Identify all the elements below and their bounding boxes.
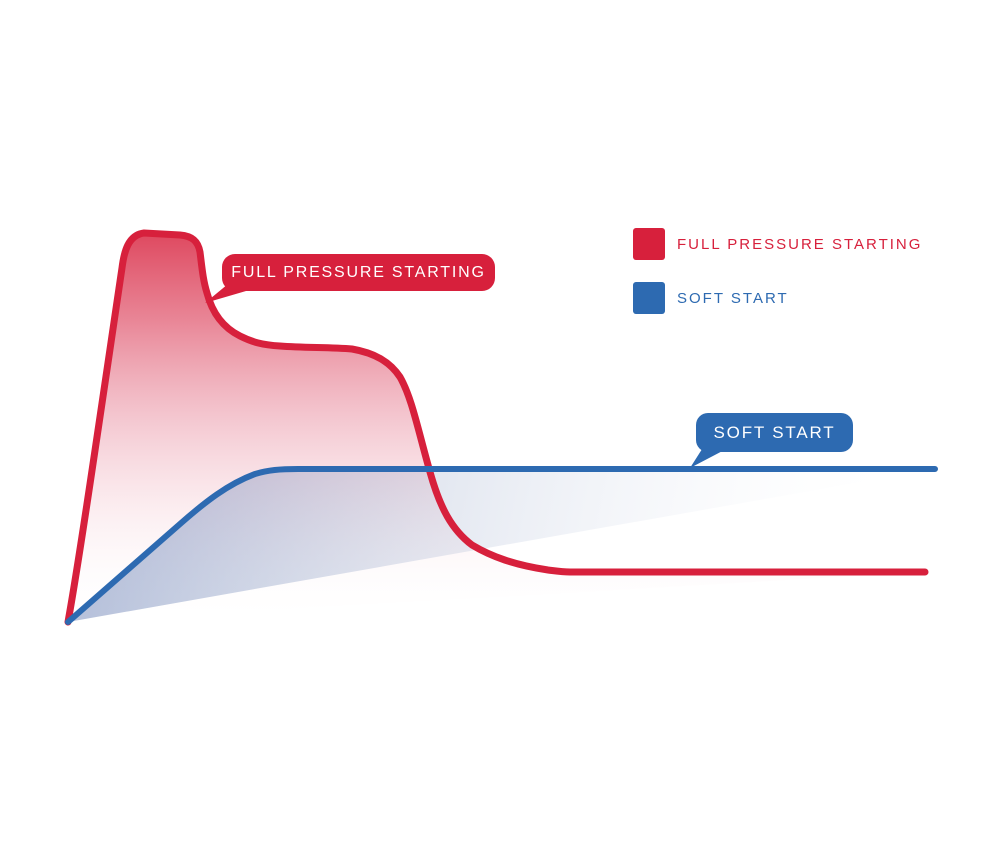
soft-start-swatch-icon — [633, 282, 665, 314]
soft-start-callout-label: SOFT START — [713, 422, 836, 442]
full-pressure-callout: FULL PRESSURE STARTING — [222, 254, 495, 291]
legend-label-full-pressure: FULL PRESSURE STARTING — [677, 235, 923, 253]
full-pressure-swatch-icon — [633, 228, 665, 260]
legend-item-soft-start: SOFT START — [633, 282, 922, 314]
legend-item-full-pressure: FULL PRESSURE STARTING — [633, 228, 922, 260]
soft-start-area — [68, 469, 935, 622]
legend: FULL PRESSURE STARTING SOFT START — [633, 228, 922, 336]
legend-label-soft-start: SOFT START — [677, 289, 789, 307]
soft-start-callout: SOFT START — [696, 413, 853, 452]
full-pressure-callout-label: FULL PRESSURE STARTING — [231, 263, 486, 281]
soft-start-line — [65, 466, 938, 625]
full-pressure-line — [64, 229, 929, 626]
